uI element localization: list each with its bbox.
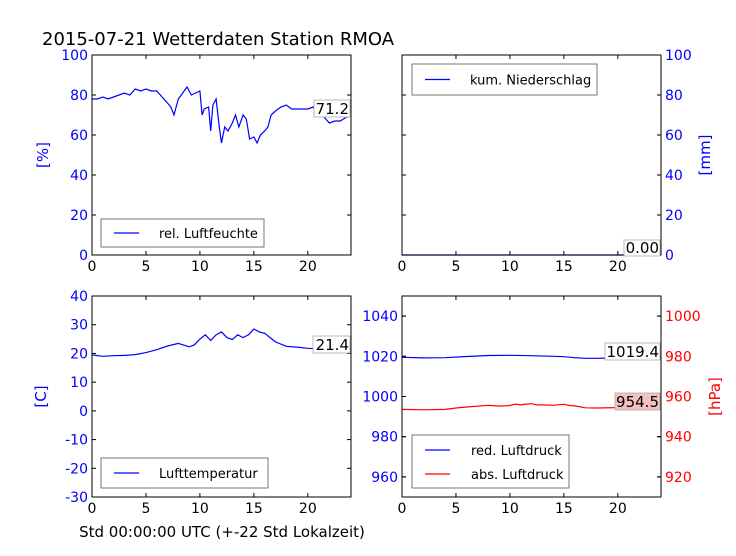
y-tick-label: 20: [665, 208, 683, 224]
legend-box: [411, 434, 570, 489]
x-tick-label: 10: [191, 501, 209, 517]
panel-precipitation: 0 5 10 15 20 0 20 40 60 80 100 [mm] kum. Niederschla…: [398, 48, 714, 275]
y-axis-label: [C]: [32, 385, 50, 407]
legend: Lufttemperatur: [100, 457, 269, 489]
x-tick-label: 5: [451, 259, 460, 275]
legend-label: kum. Niederschlag: [470, 74, 591, 89]
x-tick-label: 15: [555, 259, 573, 275]
axes-frame: [401, 54, 662, 256]
value-annotation-box: [313, 99, 351, 118]
y-tick-label: 20: [70, 346, 88, 362]
y-tick-label: 80: [665, 88, 683, 104]
legend-label: rel. Luftfeuchte: [159, 227, 258, 242]
x-tick-label: 10: [501, 259, 519, 275]
y-tick-label: 0: [79, 404, 88, 420]
x-tick-label: 0: [88, 259, 97, 275]
y-tick-label: 1020: [362, 349, 398, 365]
x-tick-label: 5: [141, 259, 150, 275]
legend-label: Lufttemperatur: [159, 467, 258, 482]
y-tick-label: 1000: [665, 309, 701, 325]
y-axis-label: [hPa]: [706, 377, 724, 416]
value-annotation: 71.2: [316, 100, 349, 118]
chart-title: 2015-07-21 Wetterdaten Station RMOA: [42, 29, 395, 50]
legend: red. Luftdruck abs. Luftdruck: [411, 434, 570, 489]
y-tick-label: 80: [70, 88, 88, 104]
y-tick-label: -20: [65, 461, 88, 477]
x-tick-label: 5: [451, 501, 460, 517]
x-tick-label: 10: [501, 501, 519, 517]
x-tick-label: 15: [245, 501, 263, 517]
y-tick-label: 10: [70, 375, 88, 391]
x-tick-label: 15: [555, 501, 573, 517]
value-annotation-box: [623, 239, 661, 257]
x-tick-label: 0: [398, 501, 407, 517]
legend: kum. Niederschlag: [411, 63, 598, 96]
y-tick-label: -10: [65, 433, 88, 449]
panel-pressure: 0 5 10 15 20 960 980 1000 1020 1040 920 940 960 980 10…: [362, 295, 724, 517]
x-tick-label: 5: [141, 501, 150, 517]
x-tick-label: 20: [609, 259, 627, 275]
value-annotation: 0.00: [626, 239, 659, 257]
y-tick-label: 960: [665, 390, 692, 406]
axes-frame: [91, 54, 352, 256]
y-tick-label: 0: [79, 248, 88, 264]
x-tick-label: 15: [245, 259, 263, 275]
y-tick-label: -30: [65, 490, 88, 506]
y-tick-label: 60: [70, 128, 88, 144]
y-tick-label: 1040: [362, 309, 398, 325]
value-annotation: 1019.4: [607, 343, 660, 361]
panel-temperature: 0 5 10 15 20 -30 -20 -10 0 10 20 30 40 [C] Lufttempera…: [32, 289, 352, 517]
x-tick-label: 0: [88, 501, 97, 517]
y-axis-label: [mm]: [696, 135, 714, 176]
x-axis-label: Std 00:00:00 UTC (+-22 Std Lokalzeit): [79, 523, 365, 541]
value-annotation-box: [614, 392, 661, 411]
value-annotation: 21.4: [316, 336, 349, 354]
y-tick-label: 100: [665, 48, 692, 64]
value-annotation-box: [604, 342, 661, 361]
y-tick-label: 1000: [362, 390, 398, 406]
y-tick-label: 40: [665, 168, 683, 184]
legend-label: red. Luftdruck: [471, 444, 562, 459]
y-tick-label: 30: [70, 318, 88, 334]
y-tick-label: 980: [371, 430, 398, 446]
x-tick-label: 20: [609, 501, 627, 517]
y-tick-label: 40: [70, 168, 88, 184]
value-annotation-box: [312, 335, 351, 354]
x-tick-label: 20: [299, 501, 317, 517]
y-tick-label: 0: [665, 248, 674, 264]
x-tick-label: 10: [191, 259, 209, 275]
panel-humidity: 0 5 10 15 20 0 20 40 60 80 100 [%] rel. Luftfeuchte 7…: [34, 48, 352, 275]
axes-frame: [91, 295, 352, 498]
y-tick-label: 20: [70, 208, 88, 224]
y-axis-label: [%]: [34, 142, 52, 168]
legend-label: abs. Luftdruck: [471, 468, 564, 483]
y-tick-label: 40: [70, 289, 88, 305]
series-line-2: [401, 403, 662, 411]
series-line-1: [92, 85, 348, 145]
legend: rel. Luftfeuchte: [100, 218, 265, 248]
value-annotation: 954.5: [616, 393, 659, 411]
y-tick-label: 980: [665, 349, 692, 365]
y-tick-label: 100: [61, 48, 88, 64]
x-tick-label: 0: [398, 259, 407, 275]
series-line-1: [91, 328, 351, 357]
y-tick-label: 920: [665, 470, 692, 486]
y-tick-label: 940: [665, 430, 692, 446]
y-tick-label: 60: [665, 128, 683, 144]
y-tick-label: 960: [371, 470, 398, 486]
x-tick-label: 20: [299, 259, 317, 275]
